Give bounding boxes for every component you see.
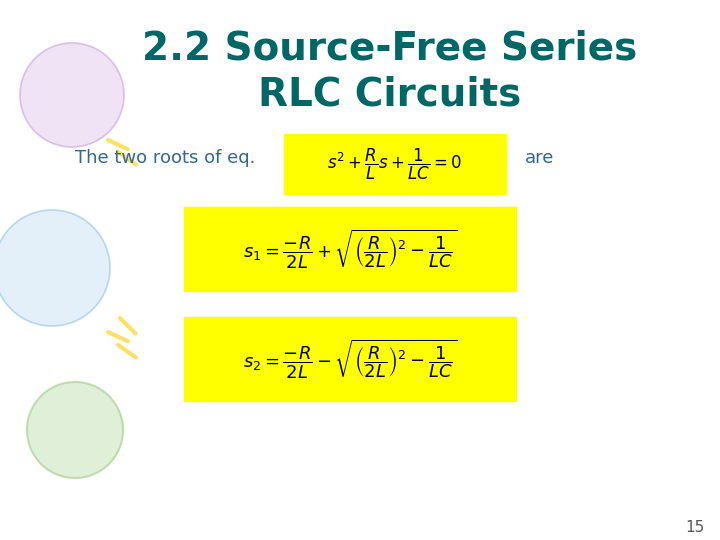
Circle shape [0, 210, 110, 326]
Text: $s^{2}+\dfrac{R}{L}s+\dfrac{1}{LC}=0$: $s^{2}+\dfrac{R}{L}s+\dfrac{1}{LC}=0$ [328, 146, 463, 181]
Text: RLC Circuits: RLC Circuits [258, 76, 521, 114]
Circle shape [20, 43, 124, 147]
FancyBboxPatch shape [184, 207, 516, 291]
FancyBboxPatch shape [284, 134, 506, 194]
FancyBboxPatch shape [184, 317, 516, 401]
Text: $s_1=\dfrac{-R}{2L}+\sqrt{\left(\dfrac{R}{2L}\right)^{2}-\dfrac{1}{LC}}$: $s_1=\dfrac{-R}{2L}+\sqrt{\left(\dfrac{R… [243, 227, 457, 271]
Text: are: are [525, 149, 554, 167]
Text: The two roots of eq.: The two roots of eq. [75, 149, 256, 167]
Text: 15: 15 [685, 521, 705, 536]
Circle shape [27, 382, 123, 478]
Text: $s_2=\dfrac{-R}{2L}-\sqrt{\left(\dfrac{R}{2L}\right)^{2}-\dfrac{1}{LC}}$: $s_2=\dfrac{-R}{2L}-\sqrt{\left(\dfrac{R… [243, 338, 457, 381]
Text: 2.2 Source-Free Series: 2.2 Source-Free Series [143, 29, 638, 67]
